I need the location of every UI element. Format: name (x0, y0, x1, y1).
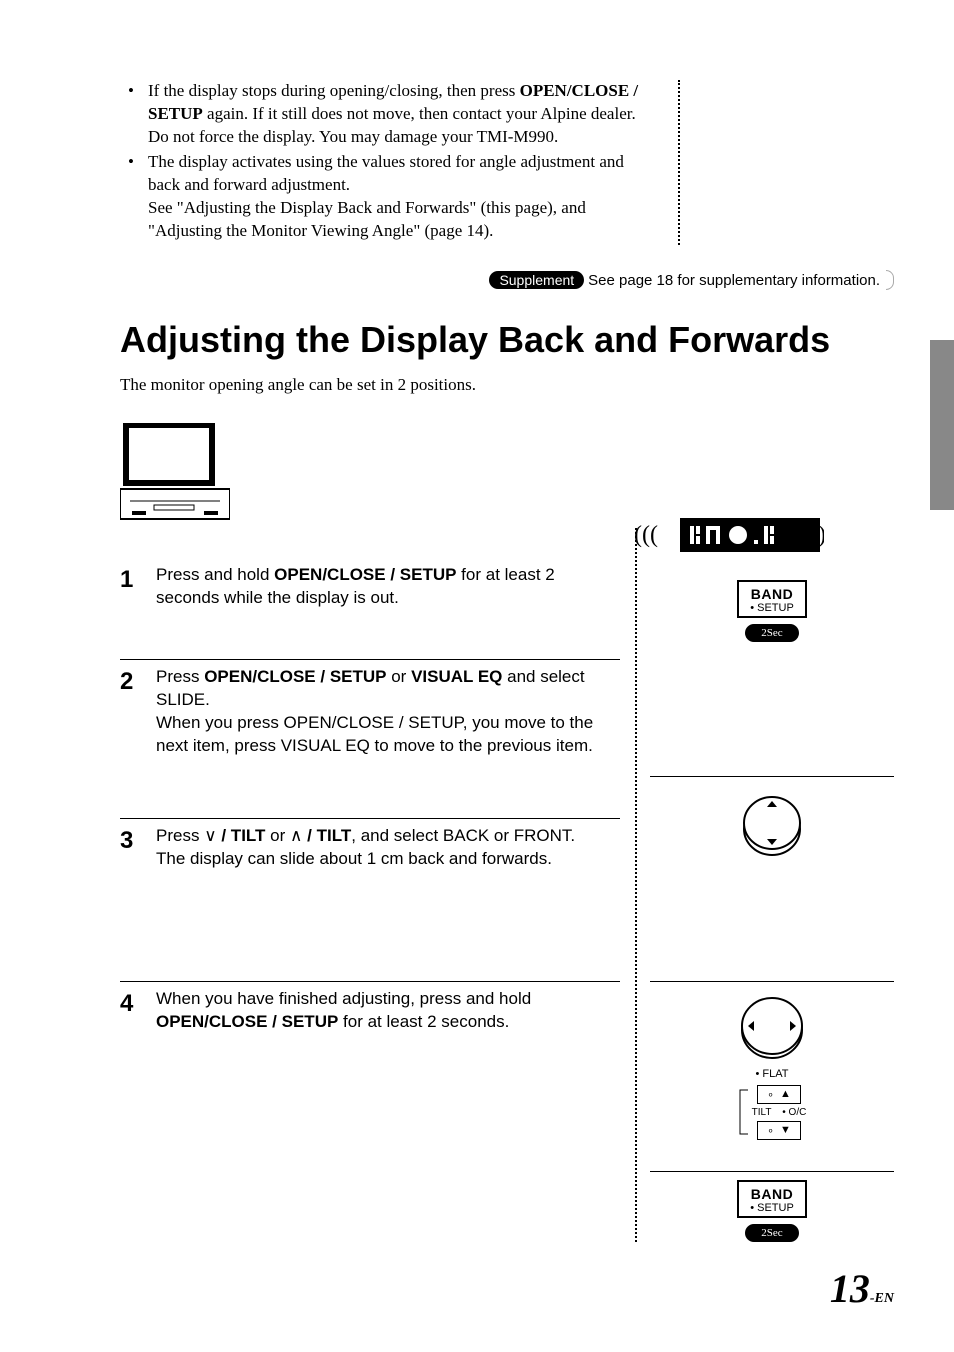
s2-b1: OPEN/CLOSE / SETUP (204, 667, 386, 686)
step-num-3: 3 (120, 825, 156, 871)
right-rail: ((( ))) BAND • SETUP (650, 558, 894, 1242)
step-num-2: 2 (120, 666, 156, 758)
s2-b2: VISUAL EQ (411, 667, 502, 686)
s3-sym2: ∧ (290, 826, 302, 845)
s3-b2: / TILT (302, 826, 351, 845)
s3-b1: / TILT (217, 826, 266, 845)
supplement-pill: Supplement (489, 271, 584, 289)
note-item-2: The display activates using the values s… (120, 151, 654, 243)
band-setup-button-icon-2: BAND • SETUP (737, 1180, 807, 1218)
step-body-1: Press and hold OPEN/CLOSE / SETUP for at… (156, 564, 620, 610)
page-number: 13-EN (830, 1265, 894, 1312)
s4-pre: When you have finished adjusting, press … (156, 989, 531, 1008)
note1-mid: again. If it still does not move, then c… (148, 104, 636, 146)
display-lcd-icon: ((( ))) (634, 518, 824, 554)
band-setup-button-icon: BAND • SETUP (737, 580, 807, 618)
note-item-1: If the display stops during opening/clos… (120, 80, 654, 149)
right-block-2 (650, 776, 894, 865)
tilt-oc-row: TILT • O/C (752, 1107, 807, 1118)
step-1: 1 Press and hold OPEN/CLOSE / SETUP for … (120, 558, 620, 660)
section-title: Adjusting the Display Back and Forwards (120, 319, 894, 361)
step-3: 3 Press ∨ / TILT or ∧ / TILT, and select… (120, 818, 620, 981)
tilt-up-button-icon: ∘▲ (757, 1085, 801, 1104)
hold-2sec-pill-2: 2Sec (745, 1224, 799, 1242)
page-num-value: 13 (830, 1266, 870, 1311)
right-block-1: BAND • SETUP 2Sec (650, 558, 894, 642)
top-notes: If the display stops during opening/clos… (120, 80, 654, 245)
svg-text:))): ))) (818, 522, 824, 548)
s2-m1: or (387, 667, 412, 686)
top-right-empty (694, 80, 894, 245)
tilt-label: TILT (752, 1107, 772, 1118)
tilt-down-button-icon: ∘▼ (757, 1121, 801, 1140)
step-4: 4 When you have finished adjusting, pres… (120, 981, 620, 1074)
oc-label: • O/C (782, 1107, 806, 1118)
right-block-4: BAND • SETUP 2Sec (650, 1171, 894, 1242)
step-num-1: 1 (120, 564, 156, 610)
steps-column: 1 Press and hold OPEN/CLOSE / SETUP for … (120, 558, 620, 1242)
s3-l2: The display can slide about 1 cm back an… (156, 849, 552, 868)
intro-text: The monitor opening angle can be set in … (120, 375, 894, 395)
s3-m1: or (265, 826, 290, 845)
car-display-icon (120, 423, 230, 523)
supplement-text: See page 18 for supplementary informatio… (584, 271, 886, 290)
steps-dotted-divider (620, 558, 650, 1242)
svg-text:(((: ((( (634, 522, 658, 548)
step-num-4: 4 (120, 988, 156, 1034)
s1-b1: OPEN/CLOSE / SETUP (274, 565, 456, 584)
flat-label: • FLAT (650, 1068, 894, 1080)
knob-leftright-icon (732, 990, 812, 1064)
s2-l2: When you press OPEN/CLOSE / SETUP, you m… (156, 713, 593, 755)
s4-post: for at least 2 seconds. (338, 1012, 509, 1031)
setup-label-2: • SETUP (741, 1202, 803, 1214)
s3-m2: , and select BACK or FRONT. (351, 826, 575, 845)
page-num-suffix: -EN (870, 1291, 894, 1306)
supplement-row: SupplementSee page 18 for supplementary … (120, 271, 894, 291)
s1-pre: Press and hold (156, 565, 274, 584)
s2-pre: Press (156, 667, 204, 686)
step-body-3: Press ∨ / TILT or ∧ / TILT, and select B… (156, 825, 620, 871)
display-indicator: ((( ))) (634, 518, 824, 559)
tilt-controls-icon: • FLAT ∘▲ TILT • O/C ∘▼ (650, 1068, 894, 1143)
step-body-4: When you have finished adjusting, press … (156, 988, 620, 1034)
setup-label: • SETUP (741, 602, 803, 614)
knob-updown-icon (732, 785, 812, 865)
supplement-paren-icon (886, 270, 894, 290)
s4-b1: OPEN/CLOSE / SETUP (156, 1012, 338, 1031)
band-label: BAND (741, 586, 803, 602)
note2-line1: The display activates using the values s… (148, 152, 624, 194)
right-block-3: • FLAT ∘▲ TILT • O/C ∘▼ (650, 981, 894, 1143)
band-label-2: BAND (741, 1186, 803, 1202)
step-2: 2 Press OPEN/CLOSE / SETUP or VISUAL EQ … (120, 659, 620, 818)
top-dotted-divider (674, 80, 684, 245)
hold-2sec-pill: 2Sec (745, 624, 799, 642)
device-illustration (120, 423, 894, 528)
page-edge-tab (930, 340, 954, 510)
top-notes-row: If the display stops during opening/clos… (120, 80, 894, 245)
note1-pre: If the display stops during opening/clos… (148, 81, 520, 100)
step-body-2: Press OPEN/CLOSE / SETUP or VISUAL EQ an… (156, 666, 620, 758)
s3-pre: Press (156, 826, 204, 845)
note2-line2: See "Adjusting the Display Back and Forw… (148, 198, 586, 240)
tilt-bracket-icon (738, 1088, 750, 1136)
s3-sym1: ∨ (204, 826, 216, 845)
